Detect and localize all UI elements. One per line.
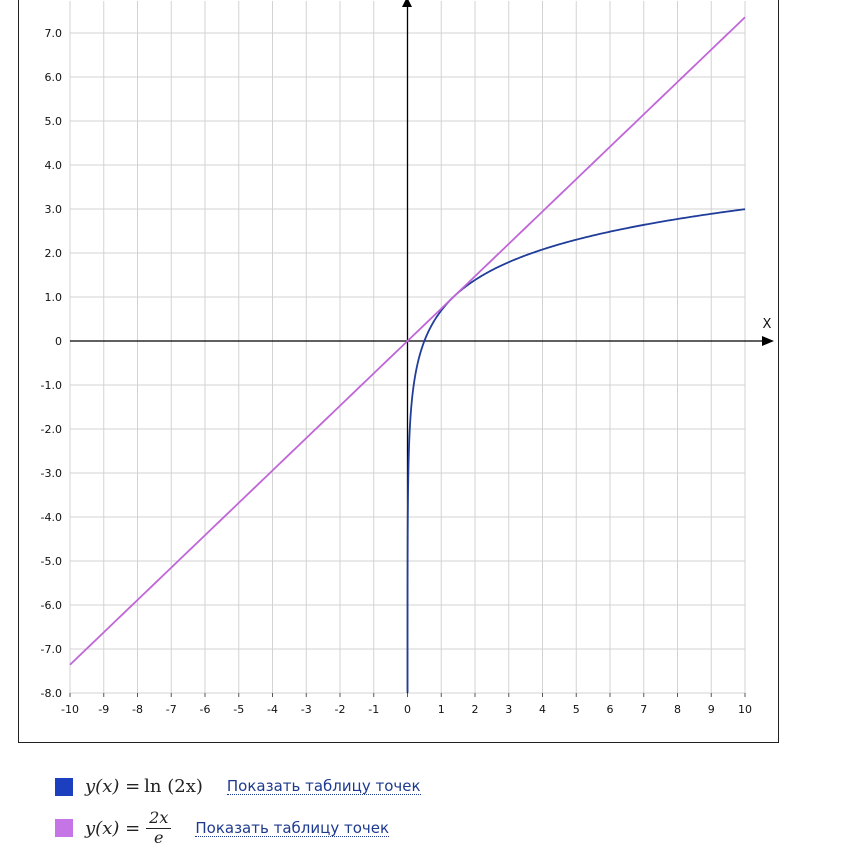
x-tick-label: 8 — [674, 703, 681, 716]
y-tick-label: 0 — [55, 335, 62, 348]
x-tick-label: -4 — [267, 703, 278, 716]
y-tick-label: -2.0 — [41, 423, 62, 436]
formula-prefix: y(x) = — [85, 776, 141, 797]
y-tick-label: -4.0 — [41, 511, 62, 524]
x-tick-label: -8 — [132, 703, 143, 716]
legend-item-linear: y(x) = 2x e Показать таблицу точек — [55, 809, 390, 847]
legend-swatch-ln — [55, 777, 73, 796]
formula-prefix: y(x) = — [85, 817, 141, 839]
y-tick-label: -3.0 — [41, 467, 62, 480]
show-points-table-link-ln[interactable]: Показать таблицу точек — [226, 776, 421, 796]
y-tick-label: -8.0 — [41, 687, 62, 700]
y-tick-label: -7.0 — [41, 643, 62, 656]
y-tick-label: 7.0 — [45, 27, 63, 40]
y-axis-arrow — [402, 0, 412, 7]
series-group — [69, 16, 746, 693]
y-tick-label: 1.0 — [45, 291, 63, 304]
x-tick-label: -3 — [301, 703, 312, 716]
x-tick-label: -9 — [98, 703, 109, 716]
y-tick-label: 2.0 — [45, 247, 63, 260]
chart-frame: -10 -9 -8 -7 -6 -5 -4 -3 -2 -1 0 1 2 3 4 5 6 7 8 9 10 7.0 6.0 5… — [18, 0, 779, 743]
x-tick-label: 6 — [607, 703, 614, 716]
x-tick-label: 9 — [708, 703, 715, 716]
formula-fraction: 2x e — [146, 809, 172, 847]
fraction-denominator: e — [154, 827, 164, 847]
series-line-linear — [69, 16, 746, 666]
legend-item-ln: y(x) = ln (2x) Показать таблицу точек — [55, 776, 421, 797]
show-points-table-link-linear[interactable]: Показать таблицу точек — [195, 818, 390, 838]
x-tick-label: -1 — [368, 703, 379, 716]
legend-formula-ln: y(x) = ln (2x) — [85, 776, 203, 797]
formula-body: ln (2x) — [144, 776, 203, 797]
y-tick-label: -6.0 — [41, 599, 62, 612]
x-tick-label: 7 — [640, 703, 647, 716]
y-tick-label: 6.0 — [45, 71, 63, 84]
legend-formula-linear: y(x) = 2x e — [85, 809, 172, 847]
x-tick-label: -7 — [166, 703, 177, 716]
x-axis-label: X — [763, 317, 772, 332]
y-tick-label: -5.0 — [41, 555, 62, 568]
x-tick-label: -6 — [200, 703, 211, 716]
x-axis-arrow — [762, 336, 774, 346]
legend-swatch-linear — [55, 819, 73, 838]
chart-svg: -10 -9 -8 -7 -6 -5 -4 -3 -2 -1 0 1 2 3 4 5 6 7 8 9 107.06.05… — [41, 0, 774, 716]
x-tick-label: 2 — [472, 703, 479, 716]
y-tick-label: 4.0 — [45, 159, 63, 172]
x-tick-label: 4 — [539, 703, 546, 716]
x-tick-label: 5 — [573, 703, 580, 716]
x-tick-label: 3 — [505, 703, 512, 716]
tick-labels: -10 -9 -8 -7 -6 -5 -4 -3 -2 -1 0 1 2 3 4 5 6 7 8 9 107.06.05… — [41, 27, 772, 716]
x-tick-label: 0 — [404, 703, 411, 716]
fraction-numerator: 2x — [146, 809, 172, 829]
x-tick-label: -10 — [61, 703, 79, 716]
x-tick-label: -2 — [335, 703, 346, 716]
y-tick-label: 3.0 — [45, 203, 63, 216]
x-tick-label: 10 — [738, 703, 752, 716]
y-tick-label: -1.0 — [41, 379, 62, 392]
x-tick-label: -5 — [233, 703, 244, 716]
x-tick-label: 1 — [438, 703, 445, 716]
y-tick-label: 5.0 — [45, 115, 63, 128]
